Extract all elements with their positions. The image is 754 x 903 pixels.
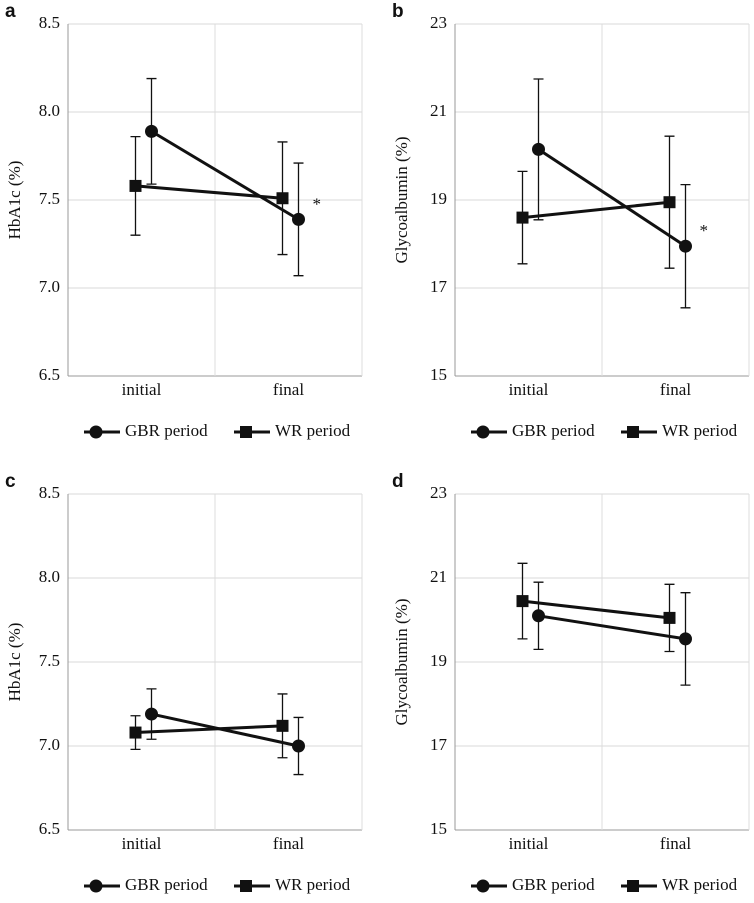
y-tick-label: 17 <box>430 735 448 754</box>
marker <box>276 192 289 205</box>
x-tick-label: final <box>273 834 304 853</box>
legend-marker <box>476 879 490 893</box>
x-tick-label: final <box>660 380 691 399</box>
marker <box>292 739 305 753</box>
y-tick-label: 7.5 <box>39 189 60 208</box>
panel-label: a <box>5 1 16 22</box>
y-tick-label: 6.5 <box>39 365 60 384</box>
x-tick-label: initial <box>122 834 162 853</box>
marker <box>663 196 676 209</box>
legend-label: GBR period <box>512 421 595 440</box>
series-line <box>522 200 670 220</box>
series-line <box>538 614 686 641</box>
y-tick-label: 19 <box>430 189 447 208</box>
legend-marker <box>627 880 639 892</box>
series-line <box>537 148 687 248</box>
legend-label: WR period <box>275 875 351 894</box>
legend-marker <box>627 426 639 438</box>
y-tick-label: 21 <box>430 567 447 586</box>
panel-label: c <box>5 471 16 492</box>
legend-label: WR period <box>662 875 738 894</box>
marker <box>663 611 676 624</box>
y-tick-label: 7.0 <box>39 735 60 754</box>
legend-label: GBR period <box>512 875 595 894</box>
marker <box>292 212 305 226</box>
marker <box>276 719 289 732</box>
y-tick-label: 7.5 <box>39 651 60 670</box>
y-tick-label: 19 <box>430 651 447 670</box>
legend-marker <box>89 879 103 893</box>
y-tick-label: 17 <box>430 277 448 296</box>
y-axis-label: Glycoalbumin (%) <box>392 599 411 726</box>
legend-label: WR period <box>662 421 738 440</box>
annotation: * <box>313 194 322 213</box>
marker <box>532 609 545 623</box>
marker <box>145 707 158 721</box>
x-tick-label: final <box>273 380 304 399</box>
y-tick-label: 21 <box>430 101 447 120</box>
y-tick-label: 23 <box>430 13 447 32</box>
panel-label: d <box>392 471 404 492</box>
series-line <box>151 712 299 748</box>
y-tick-label: 8.5 <box>39 13 60 32</box>
y-axis-label: HbA1c (%) <box>5 623 24 702</box>
x-tick-label: final <box>660 834 691 853</box>
series-line <box>522 599 670 620</box>
legend-marker <box>476 425 490 439</box>
y-tick-label: 7.0 <box>39 277 60 296</box>
series-line <box>135 184 283 200</box>
x-tick-label: initial <box>122 380 162 399</box>
marker <box>129 179 142 192</box>
annotation: * <box>700 221 709 240</box>
y-tick-label: 23 <box>430 483 447 502</box>
legend-label: GBR period <box>125 421 208 440</box>
marker <box>129 726 142 739</box>
y-tick-label: 8.0 <box>39 567 60 586</box>
marker <box>516 211 529 224</box>
x-tick-label: initial <box>509 380 549 399</box>
x-tick-label: initial <box>509 834 549 853</box>
y-tick-label: 8.0 <box>39 101 60 120</box>
legend-marker <box>240 426 252 438</box>
marker <box>516 595 529 608</box>
y-axis-label: Glycoalbumin (%) <box>392 137 411 264</box>
panel-label: b <box>392 1 404 22</box>
legend-label: GBR period <box>125 875 208 894</box>
y-tick-label: 15 <box>430 819 447 838</box>
marker <box>532 142 545 156</box>
legend-marker <box>89 425 103 439</box>
y-axis-label: HbA1c (%) <box>5 161 24 240</box>
series-line <box>135 724 283 735</box>
y-tick-label: 15 <box>430 365 447 384</box>
legend-marker <box>240 880 252 892</box>
marker <box>679 239 692 253</box>
series-line <box>150 130 300 221</box>
y-tick-label: 8.5 <box>39 483 60 502</box>
legend-label: WR period <box>275 421 351 440</box>
marker <box>145 124 158 138</box>
y-tick-label: 6.5 <box>39 819 60 838</box>
marker <box>679 632 692 646</box>
